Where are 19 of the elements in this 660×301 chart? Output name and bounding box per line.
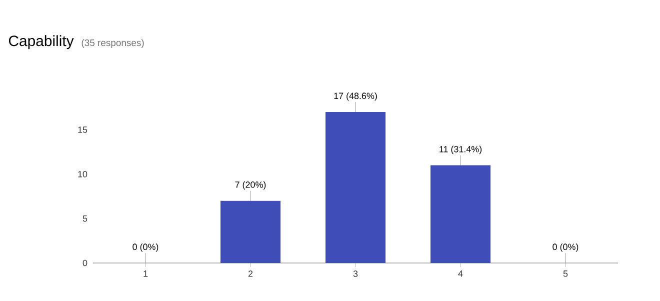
y-tick-label: 10 (78, 170, 88, 178)
y-tick-label: 5 (82, 215, 88, 222)
data-label: 11 (31.4%) (440, 146, 482, 154)
x-tick-label: 2 (248, 270, 253, 277)
x-tick-label: 1 (144, 270, 148, 277)
data-label: 17 (48.6%) (334, 92, 377, 101)
x-tick-label: 3 (353, 270, 358, 277)
bar (220, 200, 281, 263)
data-label: 7 (20%) (235, 181, 266, 190)
x-tick-label: 5 (563, 270, 568, 277)
chart-subtitle: (35 responses) (82, 39, 144, 48)
data-label: 0 (0%) (132, 243, 158, 252)
x-tick-label: 4 (458, 270, 463, 277)
bar (430, 165, 491, 263)
data-label: 0 (0%) (552, 243, 578, 252)
y-tick-label: 15 (78, 126, 88, 133)
bar (326, 112, 386, 263)
chart-title: Capability (8, 35, 74, 50)
y-tick-label: 0 (82, 260, 88, 266)
